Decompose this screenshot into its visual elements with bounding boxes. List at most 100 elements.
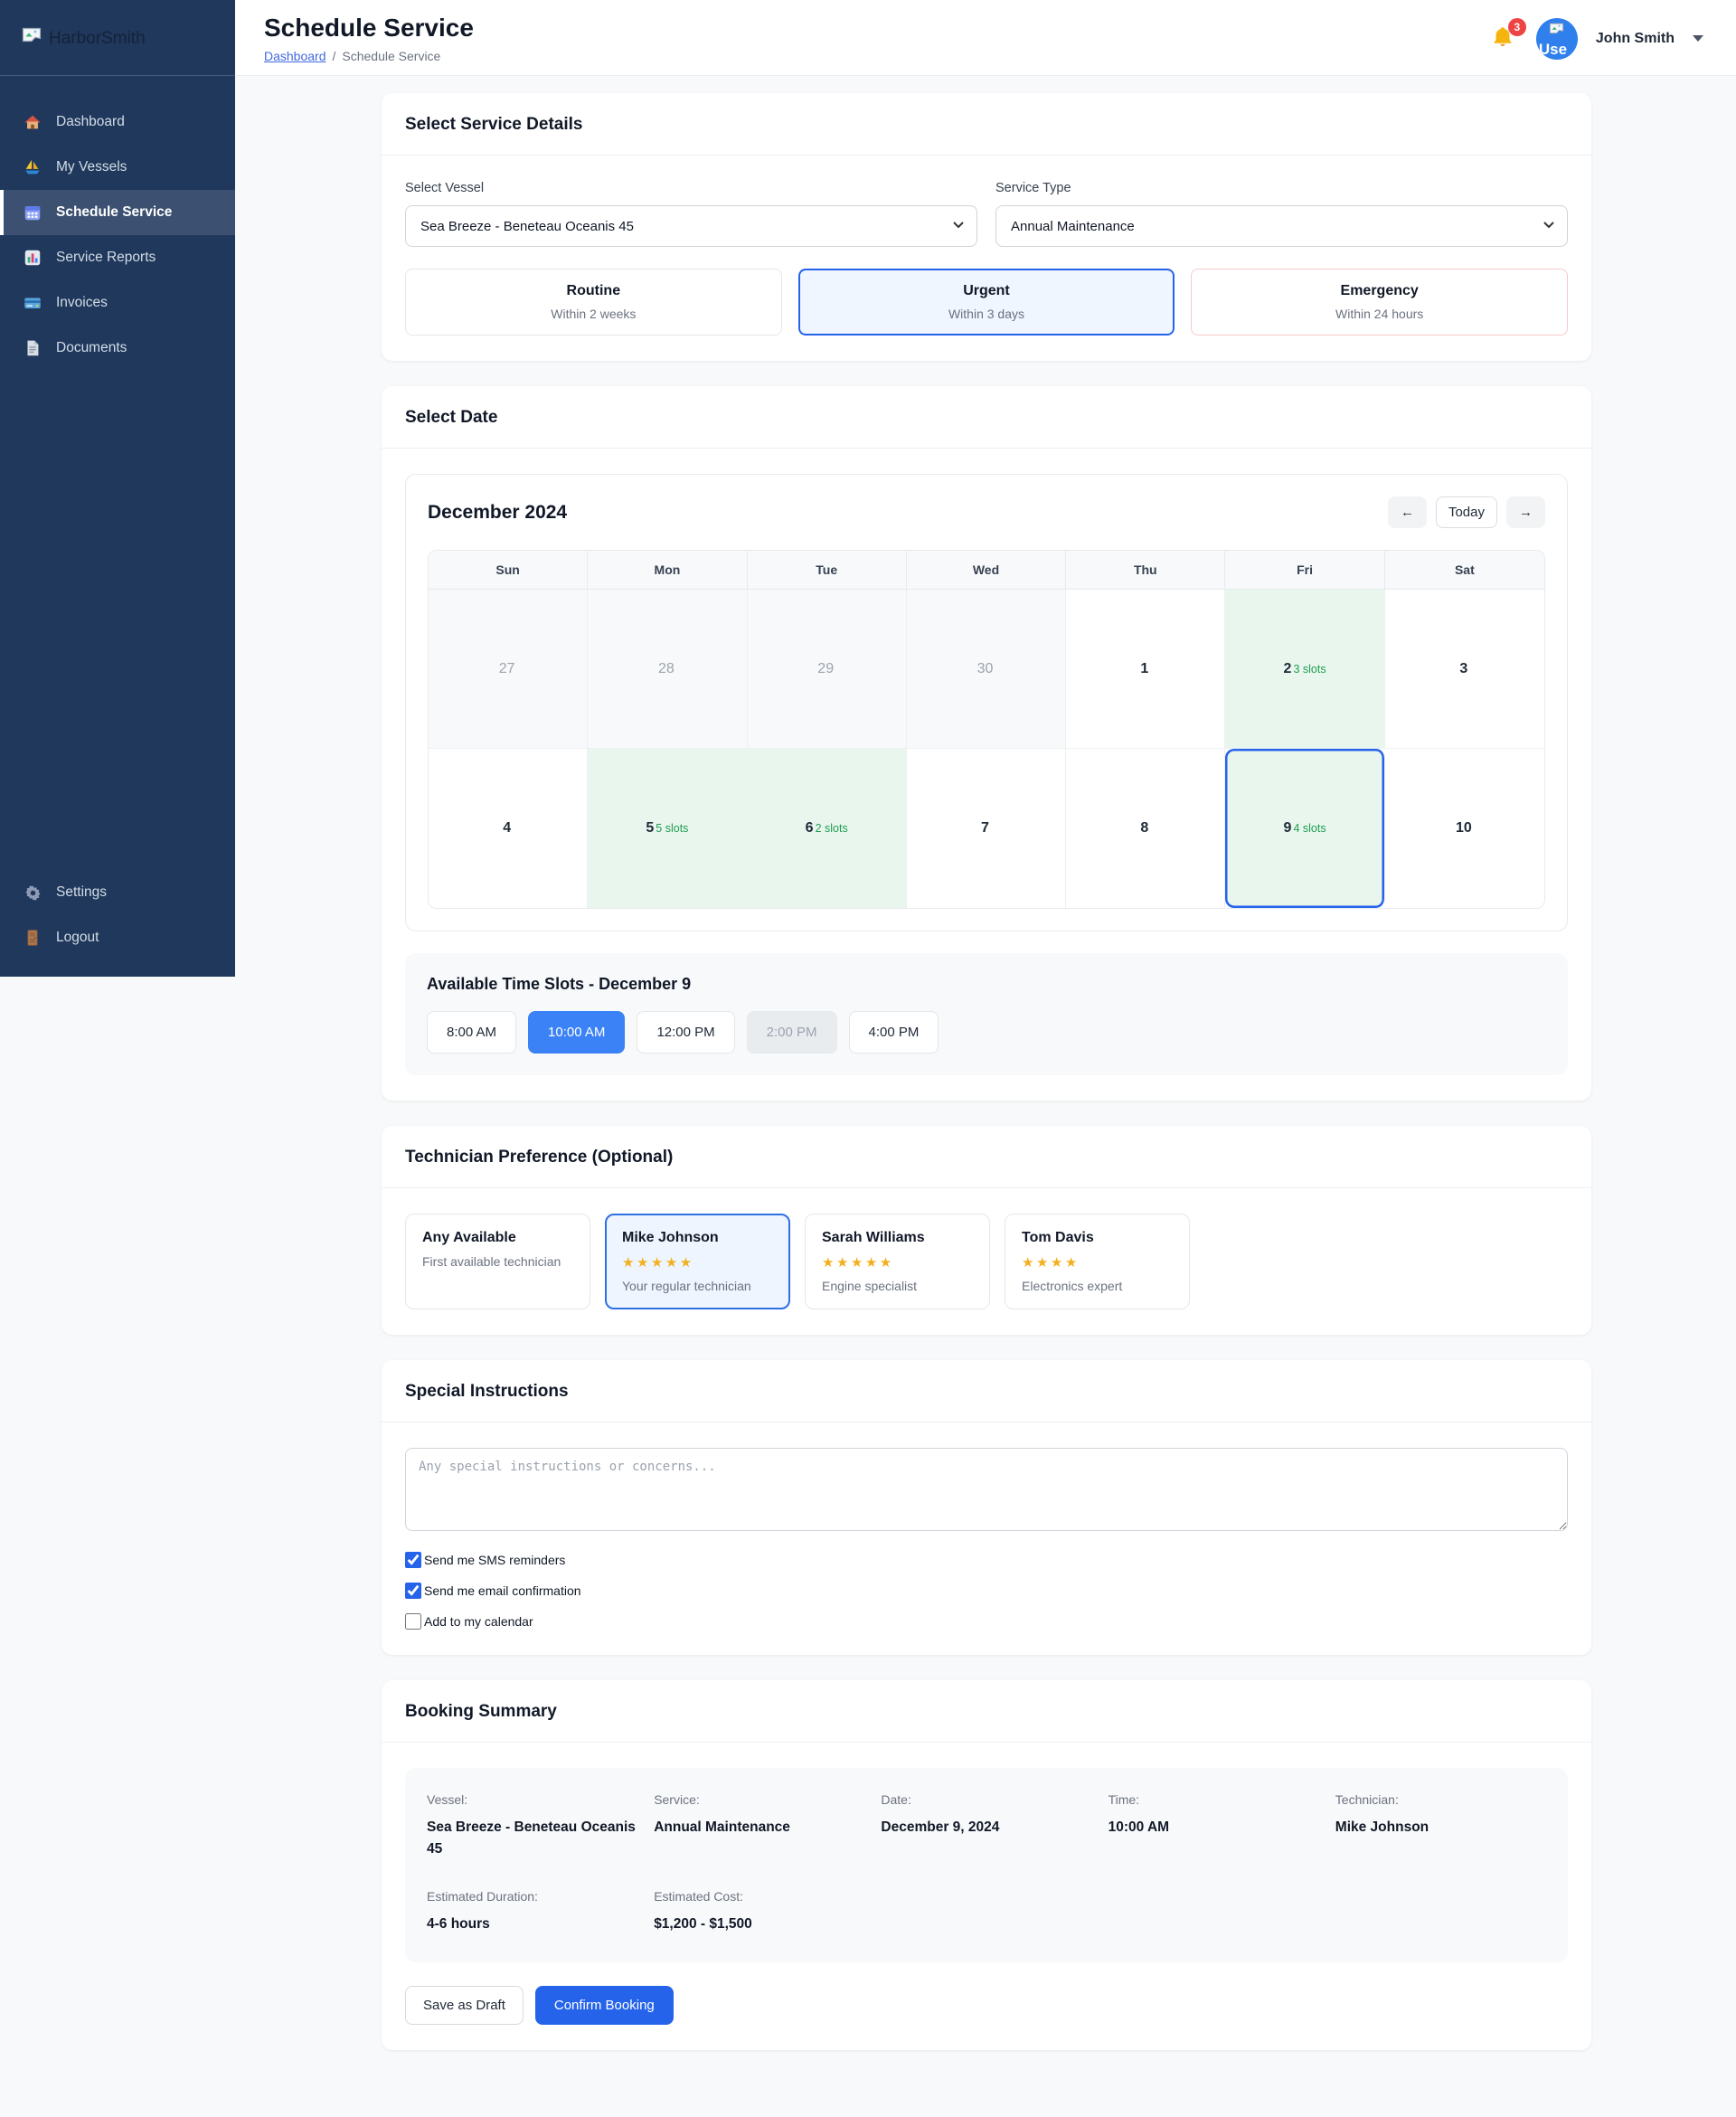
sidebar-item-label: My Vessels (56, 159, 127, 175)
booking-summary-panel: Vessel: Sea Breeze - Beneteau Oceanis 45… (405, 1768, 1568, 1963)
special-instructions-input[interactable] (405, 1448, 1568, 1531)
calendar-day-headers: Sun Mon Tue Wed Thu Fri Sat (429, 551, 1544, 590)
logo-text: HarborSmith (49, 28, 146, 48)
sidebar-item-settings[interactable]: Settings (0, 870, 235, 915)
add-to-calendar-checkbox[interactable] (405, 1613, 421, 1630)
service-details-card: Select Service Details Select Vessel Sea… (382, 93, 1591, 361)
avatar[interactable]: Use (1535, 17, 1578, 60)
urgency-title: Routine (566, 283, 621, 298)
technician-name: Tom Davis (1022, 1230, 1094, 1245)
page-title: Schedule Service (264, 14, 474, 42)
calendar-day-28[interactable]: 28 (588, 590, 748, 749)
sidebar-item-label: Logout (56, 930, 99, 945)
time-slot-10am-selected[interactable]: 10:00 AM (528, 1011, 626, 1054)
time-slot-8am[interactable]: 8:00 AM (427, 1011, 517, 1054)
calendar-day-30[interactable]: 30 (906, 590, 1067, 749)
checkbox-label: Send me email confirmation (424, 1583, 581, 1598)
save-as-draft-button[interactable]: Save as Draft (405, 1986, 524, 2026)
calendar-day-27[interactable]: 27 (429, 590, 589, 749)
day-header: Thu (1066, 551, 1226, 590)
notifications-button[interactable]: 3 (1489, 17, 1526, 55)
summary-vessel: Vessel: Sea Breeze - Beneteau Oceanis 45 (427, 1792, 637, 1860)
urgency-title: Urgent (963, 283, 1010, 298)
sidebar-nav: Dashboard My Vessels Schedule Service Se… (0, 76, 235, 371)
sms-reminders-option[interactable]: Send me SMS reminders (405, 1552, 1568, 1568)
technician-name: Mike Johnson (622, 1230, 719, 1245)
service-type-select[interactable]: Annual Maintenance (995, 205, 1568, 247)
house-icon (22, 111, 43, 133)
summary-value: Sea Breeze - Beneteau Oceanis 45 (427, 1819, 636, 1857)
technician-option-any-available[interactable]: Any Available First available technician (405, 1214, 590, 1309)
breadcrumb-separator: / (332, 49, 336, 63)
summary-time: Time: 10:00 AM (1109, 1792, 1319, 1860)
sidebar-item-label: Settings (56, 884, 108, 900)
confirm-booking-button[interactable]: Confirm Booking (534, 1986, 674, 2026)
calendar-day-4[interactable]: 4 (429, 749, 589, 908)
sidebar-item-documents[interactable]: Documents (0, 326, 235, 371)
urgency-option-routine[interactable]: Routine Within 2 weeks (405, 269, 782, 336)
calendar-day-7[interactable]: 7 (906, 749, 1067, 908)
day-header: Mon (588, 551, 748, 590)
sidebar-item-label: Documents (56, 340, 127, 355)
email-confirmation-option[interactable]: Send me email confirmation (405, 1583, 1568, 1599)
sidebar-item-invoices[interactable]: Invoices (0, 280, 235, 326)
day-header: Sun (429, 551, 589, 590)
calendar-icon (22, 202, 43, 223)
technician-rating: ★★★★ (1022, 1255, 1080, 1271)
sms-reminders-checkbox[interactable] (405, 1552, 421, 1568)
urgency-subtitle: Within 3 days (948, 307, 1025, 321)
calendar-day-10[interactable]: 10 (1384, 749, 1544, 908)
summary-value: Mike Johnson (1335, 1819, 1429, 1835)
calendar-next-button[interactable]: → (1506, 496, 1545, 528)
calendar-day-29[interactable]: 29 (747, 590, 907, 749)
booking-summary-card: Booking Summary Vessel: Sea Breeze - Ben… (382, 1680, 1591, 2051)
technician-option-tom-davis[interactable]: Tom Davis ★★★★ Electronics expert (1005, 1214, 1190, 1309)
day-header: Tue (747, 551, 907, 590)
sidebar: HarborSmith Dashboard My Vessels Schedul… (0, 0, 235, 977)
bell-icon (1489, 26, 1516, 55)
header-right: 3 Use John Smith (1489, 17, 1703, 60)
time-slot-4pm[interactable]: 4:00 PM (848, 1011, 939, 1054)
checkbox-label: Send me SMS reminders (424, 1553, 566, 1567)
urgency-option-emergency[interactable]: Emergency Within 24 hours (1191, 269, 1568, 336)
sidebar-item-dashboard[interactable]: Dashboard (0, 99, 235, 145)
sidebar-item-logout[interactable]: Logout (0, 915, 235, 960)
bar-chart-icon (22, 247, 43, 269)
technician-desc: Your regular technician (622, 1279, 751, 1293)
calendar-day-1[interactable]: 1 (1066, 590, 1226, 749)
time-slot-12pm[interactable]: 12:00 PM (637, 1011, 735, 1054)
calendar-today-button[interactable]: Today (1435, 496, 1497, 528)
vessel-select[interactable]: Sea Breeze - Beneteau Oceanis 45 (405, 205, 977, 247)
breadcrumb-current: Schedule Service (342, 49, 441, 63)
summary-label: Date: (881, 1792, 911, 1807)
technician-option-mike-johnson-selected[interactable]: Mike Johnson ★★★★★ Your regular technici… (605, 1214, 790, 1309)
calendar-day-3[interactable]: 3 (1384, 590, 1544, 749)
service-type-field: Service Type Annual Maintenance (995, 181, 1568, 247)
sidebar-item-my-vessels[interactable]: My Vessels (0, 145, 235, 190)
breadcrumb-dashboard-link[interactable]: Dashboard (264, 49, 326, 63)
chevron-down-icon[interactable] (1693, 35, 1703, 42)
add-to-calendar-option[interactable]: Add to my calendar (405, 1613, 1568, 1630)
checkbox-label: Add to my calendar (424, 1614, 533, 1629)
avatar-alt-text: Use (1538, 40, 1568, 58)
email-confirmation-checkbox[interactable] (405, 1583, 421, 1599)
urgency-option-urgent[interactable]: Urgent Within 3 days (797, 269, 1175, 336)
technician-rating: ★★★★★ (822, 1255, 894, 1271)
technician-name: Sarah Williams (822, 1230, 925, 1245)
top-header: Schedule Service Dashboard / Schedule Se… (235, 0, 1736, 75)
urgency-subtitle: Within 2 weeks (551, 307, 637, 321)
sidebar-item-schedule-service[interactable]: Schedule Service (0, 190, 235, 235)
calendar-day-8[interactable]: 8 (1066, 749, 1226, 908)
technician-option-sarah-williams[interactable]: Sarah Williams ★★★★★ Engine specialist (805, 1214, 990, 1309)
calendar-month-title: December 2024 (428, 501, 568, 523)
summary-value: 4-6 hours (427, 1916, 490, 1933)
calendar-prev-button[interactable]: ← (1387, 496, 1427, 528)
technician-card: Technician Preference (Optional) Any Ava… (382, 1126, 1591, 1335)
sidebar-item-service-reports[interactable]: Service Reports (0, 235, 235, 280)
summary-technician: Technician: Mike Johnson (1335, 1792, 1546, 1860)
